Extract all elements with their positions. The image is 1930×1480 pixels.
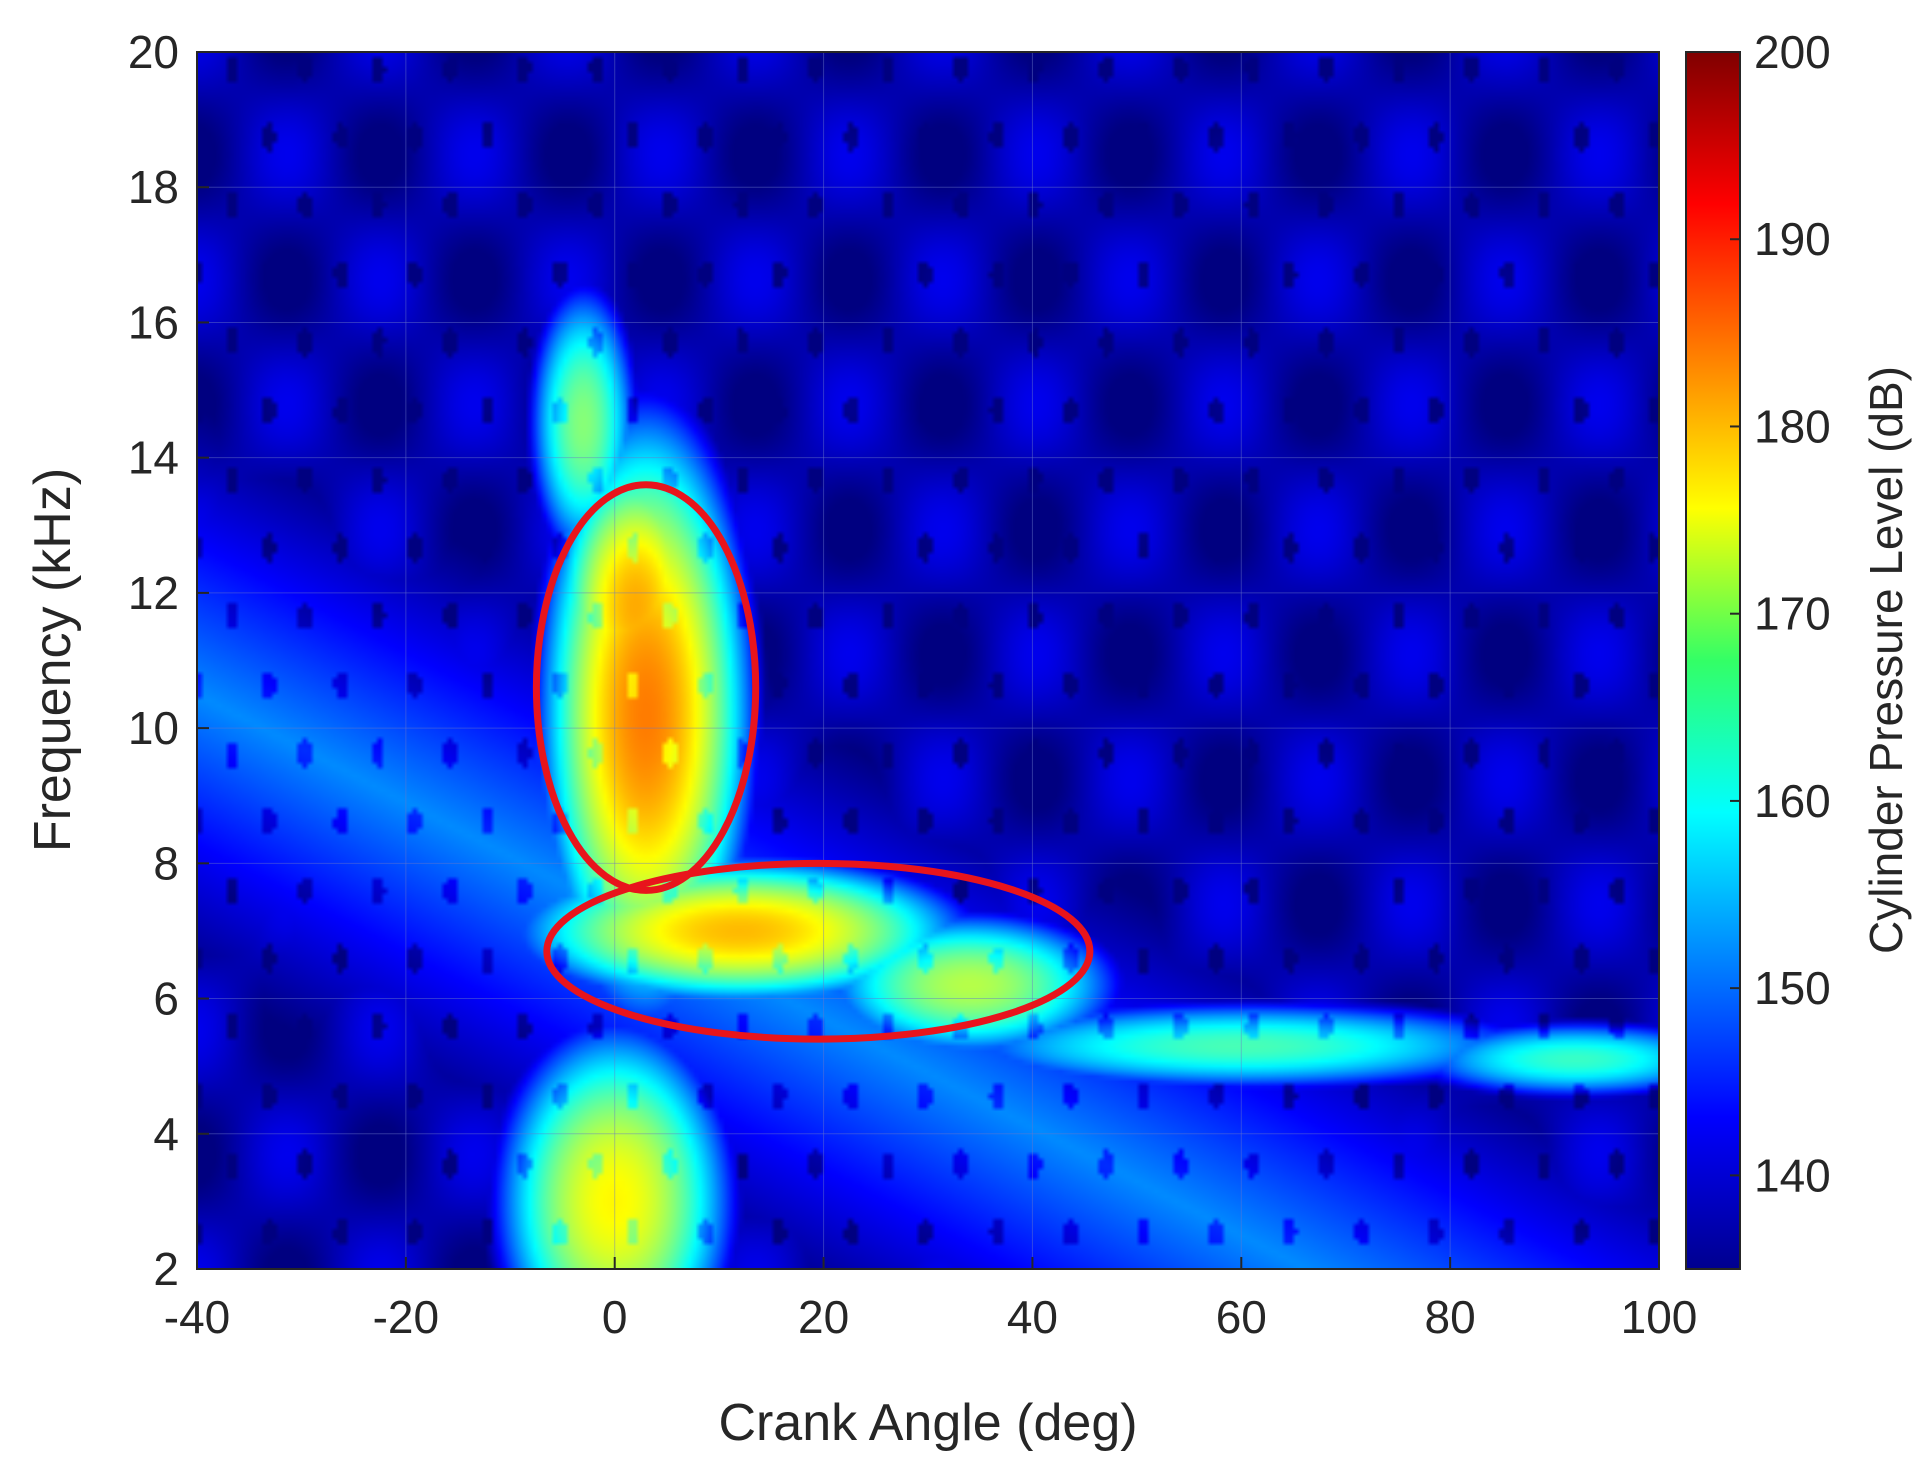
x-tick-label: 60 <box>1216 1291 1267 1343</box>
grid-lines <box>197 52 1659 1269</box>
x-axis-ticks: -40 -20 0 20 40 60 80 100 <box>164 1257 1698 1343</box>
plot-border <box>196 51 1660 1270</box>
y-tick-label: 18 <box>128 161 179 213</box>
y-axis-label: Frequency (kHz) <box>24 468 82 852</box>
heatmap-image <box>197 52 1659 1269</box>
colorbar-ticks: 140 150 160 170 180 190 200 <box>1730 26 1831 1201</box>
y-tick-label: 16 <box>128 296 179 348</box>
colorbar-tick-label: 140 <box>1754 1149 1831 1201</box>
x-tick-label: -40 <box>164 1291 230 1343</box>
x-tick-label: 40 <box>1007 1291 1058 1343</box>
x-tick-label: 20 <box>798 1291 849 1343</box>
colorbar-tick-label: 200 <box>1754 26 1831 78</box>
x-tick-label: 100 <box>1621 1291 1698 1343</box>
colorbar-border <box>1685 51 1741 1270</box>
x-axis-label: Crank Angle (deg) <box>718 1394 1137 1452</box>
x-tick-label: 80 <box>1425 1291 1476 1343</box>
y-tick-label: 8 <box>153 837 179 889</box>
y-tick-label: 20 <box>128 26 179 78</box>
x-tick-label: -20 <box>373 1291 439 1343</box>
y-tick-label: 10 <box>128 702 179 754</box>
colorbar-tick-label: 180 <box>1754 400 1831 452</box>
x-tick-label: 0 <box>602 1291 628 1343</box>
colorbar-label: Cylinder Pressure Level (dB) <box>1860 366 1912 954</box>
colorbar-tick-label: 150 <box>1754 962 1831 1014</box>
y-axis-ticks: 2 4 6 8 10 12 14 16 18 20 <box>128 26 209 1295</box>
y-tick-label: 2 <box>153 1243 179 1295</box>
colorbar-gradient <box>1686 52 1740 1269</box>
y-tick-label: 6 <box>153 973 179 1025</box>
annotation-ellipse <box>532 481 760 894</box>
colorbar-tick-label: 170 <box>1754 588 1831 640</box>
annotation-ellipses <box>532 481 1094 1043</box>
y-tick-label: 14 <box>128 432 179 484</box>
y-tick-label: 12 <box>128 567 179 619</box>
colorbar-tick-label: 160 <box>1754 775 1831 827</box>
colorbar-tick-label: 190 <box>1754 213 1831 265</box>
y-tick-label: 4 <box>153 1108 179 1160</box>
annotation-ellipse <box>543 859 1094 1043</box>
